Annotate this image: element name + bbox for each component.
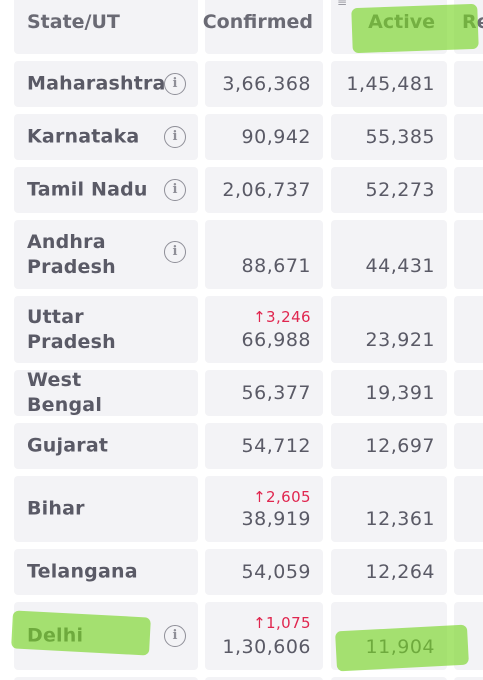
confirmed-value: 1,30,606	[222, 636, 311, 658]
info-icon[interactable]: i	[164, 240, 186, 263]
state-name: Andhra Pradesh	[27, 230, 116, 278]
recovered-cell	[454, 602, 483, 670]
state-name: Bihar	[27, 497, 85, 520]
header-active[interactable]: ≡ Active	[331, 0, 447, 54]
info-icon[interactable]: i	[164, 625, 186, 647]
recovered-cell	[454, 61, 483, 107]
table-header: State/UT Confirmed ≡ Active Re	[0, 0, 483, 54]
confirmed-value: 54,712	[241, 435, 311, 457]
confirmed-delta: ↑3,246	[253, 308, 311, 326]
state-name: Delhi	[27, 624, 84, 647]
table-row[interactable]: Telangana 54,059 12,264	[0, 549, 483, 595]
recovered-cell	[454, 114, 483, 160]
table-row[interactable]: Tamil Nadu i 2,06,737 52,273	[0, 167, 483, 213]
confirmed-delta: ↑1,075	[253, 614, 311, 632]
active-value: 23,921	[365, 329, 435, 351]
active-value: 44,431	[365, 255, 435, 277]
header-state-label: State/UT	[27, 11, 120, 33]
header-confirmed[interactable]: Confirmed	[202, 0, 323, 54]
header-recovered-label: Re	[462, 11, 483, 33]
recovered-cell	[454, 296, 483, 363]
header-state[interactable]: State/UT	[14, 0, 198, 54]
active-value: 12,697	[365, 435, 435, 457]
recovered-cell	[454, 423, 483, 469]
info-icon[interactable]: i	[164, 73, 186, 95]
state-name: Telangana	[27, 560, 138, 583]
sort-icon: ≡	[337, 0, 348, 9]
state-name: West Bengal	[27, 369, 103, 416]
header-recovered[interactable]: Re	[454, 0, 483, 54]
recovered-cell	[454, 167, 483, 213]
active-value: 55,385	[365, 126, 435, 148]
active-value: 11,904	[365, 636, 435, 658]
state-name: Gujarat	[27, 434, 109, 457]
active-value: 12,361	[365, 508, 435, 530]
table-row[interactable]: Delhi i ↑1,075 1,30,606 11,904	[0, 602, 483, 670]
confirmed-value: 88,671	[241, 255, 311, 277]
table-row	[0, 677, 483, 680]
header-active-label: Active	[368, 11, 435, 33]
active-value: 1,45,481	[346, 73, 435, 95]
active-value: 19,391	[365, 382, 435, 404]
recovered-cell	[454, 549, 483, 595]
confirmed-value: 54,059	[241, 561, 311, 583]
table-row[interactable]: Andhra Pradesh i 88,671 44,431	[0, 220, 483, 289]
active-value: 52,273	[365, 179, 435, 201]
confirmed-value: 3,66,368	[222, 73, 311, 95]
state-name: Maharashtra	[27, 72, 166, 95]
state-name: Tamil Nadu	[27, 178, 148, 201]
confirmed-value: 38,919	[241, 508, 311, 530]
table-row[interactable]: Maharashtra i 3,66,368 1,45,481	[0, 61, 483, 107]
active-value: 12,264	[365, 561, 435, 583]
table-row[interactable]: Karnataka i 90,942 55,385	[0, 114, 483, 160]
confirmed-value: 56,377	[241, 382, 311, 404]
info-icon[interactable]: i	[164, 179, 186, 201]
info-icon[interactable]: i	[164, 126, 186, 148]
confirmed-value: 66,988	[241, 329, 311, 351]
table-row[interactable]: West Bengal 56,377 19,391	[0, 369, 483, 416]
state-name: Uttar Pradesh	[27, 305, 116, 353]
recovered-cell	[454, 370, 483, 416]
table-row[interactable]: Bihar ↑2,605 38,919 12,361	[0, 476, 483, 542]
confirmed-value: 2,06,737	[222, 179, 311, 201]
header-confirmed-label: Confirmed	[202, 11, 313, 33]
recovered-cell	[454, 220, 483, 289]
confirmed-value: 90,942	[241, 126, 311, 148]
table-row[interactable]: Gujarat 54,712 12,697	[0, 423, 483, 469]
table-row[interactable]: Uttar Pradesh ↑3,246 66,988 23,921	[0, 296, 483, 363]
recovered-cell	[454, 476, 483, 542]
state-name: Karnataka	[27, 125, 140, 148]
confirmed-delta: ↑2,605	[253, 488, 311, 506]
